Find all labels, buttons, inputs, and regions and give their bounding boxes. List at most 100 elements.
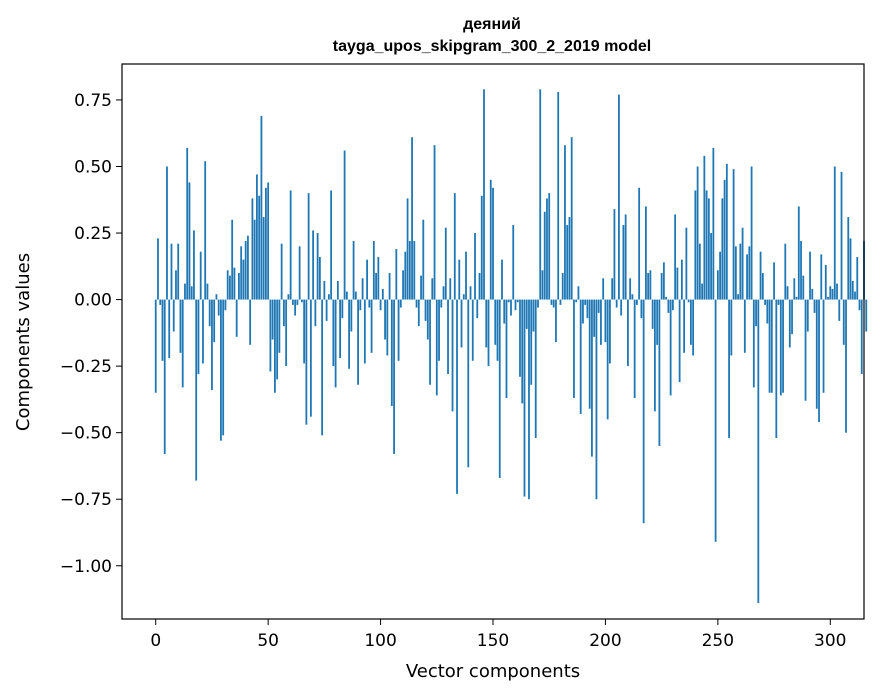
bar — [510, 299, 512, 316]
bar — [577, 286, 580, 300]
bar — [588, 299, 591, 409]
bar — [166, 166, 168, 300]
bar — [579, 299, 582, 415]
bar — [647, 272, 650, 300]
bar — [435, 299, 438, 396]
bar — [478, 272, 481, 300]
bar — [465, 251, 467, 300]
plot-frame — [121, 63, 865, 620]
bar — [838, 299, 841, 321]
bar — [537, 299, 539, 308]
bar — [411, 137, 413, 300]
bar — [368, 299, 371, 308]
bar — [667, 299, 670, 313]
bar — [649, 270, 652, 300]
bar — [379, 299, 382, 311]
bar — [523, 299, 526, 497]
bar — [193, 230, 195, 300]
bar — [384, 299, 386, 340]
y-tick-label: 0.00 — [74, 291, 112, 311]
bar — [154, 299, 157, 393]
bar — [184, 283, 186, 300]
bar — [442, 286, 445, 300]
bar — [262, 217, 265, 300]
bar — [701, 283, 704, 300]
bar — [359, 299, 362, 311]
bar — [784, 243, 787, 300]
bar — [300, 299, 303, 303]
bar — [804, 299, 807, 401]
bar — [552, 299, 555, 308]
bar — [734, 246, 737, 300]
bar — [505, 299, 508, 399]
bar — [253, 219, 256, 300]
bar — [761, 272, 764, 300]
bar — [707, 198, 710, 300]
bar — [467, 299, 470, 468]
bar — [343, 150, 346, 300]
y-tick-label: 0.25 — [74, 224, 112, 244]
bar — [710, 233, 712, 300]
bar — [629, 278, 632, 300]
bar — [186, 147, 189, 300]
bar — [433, 145, 436, 300]
bar — [613, 209, 616, 300]
bar — [777, 299, 780, 305]
bar — [514, 299, 517, 311]
bar — [289, 190, 292, 300]
bar — [665, 296, 668, 300]
bar — [220, 299, 222, 441]
bar — [606, 299, 609, 420]
bar — [723, 179, 726, 300]
bar — [627, 299, 629, 367]
bar — [462, 294, 465, 300]
bar — [476, 299, 479, 319]
bar — [238, 272, 240, 300]
bar — [820, 254, 823, 300]
bar — [168, 299, 171, 359]
bar — [725, 163, 728, 300]
bar — [602, 278, 605, 300]
bar — [294, 299, 297, 316]
bar — [719, 251, 721, 300]
bar — [363, 299, 366, 364]
bar — [316, 233, 319, 300]
bar — [564, 145, 566, 300]
bar — [332, 299, 335, 367]
bar — [474, 233, 476, 300]
bar — [865, 299, 868, 332]
bar — [600, 299, 602, 345]
x-tick-label: 200 — [589, 631, 621, 651]
bar — [645, 206, 647, 300]
bar — [507, 299, 510, 303]
bar — [584, 299, 587, 305]
bar — [739, 243, 742, 300]
bar — [840, 171, 843, 300]
bar — [469, 286, 472, 300]
bar — [622, 225, 625, 300]
bar — [847, 217, 850, 300]
bar — [314, 299, 317, 327]
bar — [525, 299, 528, 329]
bar — [177, 243, 180, 300]
bar — [352, 241, 355, 300]
bar — [395, 249, 398, 300]
bar — [570, 137, 573, 300]
bar — [211, 299, 213, 391]
bar — [330, 190, 333, 300]
bar — [388, 272, 391, 300]
bar — [660, 272, 663, 300]
bar — [824, 264, 827, 300]
bar — [361, 278, 364, 300]
bar — [298, 246, 301, 300]
bar — [854, 291, 856, 300]
bar — [782, 299, 784, 393]
bar — [424, 299, 427, 321]
bar — [775, 299, 778, 438]
bar — [568, 217, 571, 300]
bar — [546, 198, 548, 300]
bar — [528, 299, 530, 500]
bar — [800, 241, 802, 300]
bar — [242, 259, 245, 300]
bar — [175, 270, 177, 300]
